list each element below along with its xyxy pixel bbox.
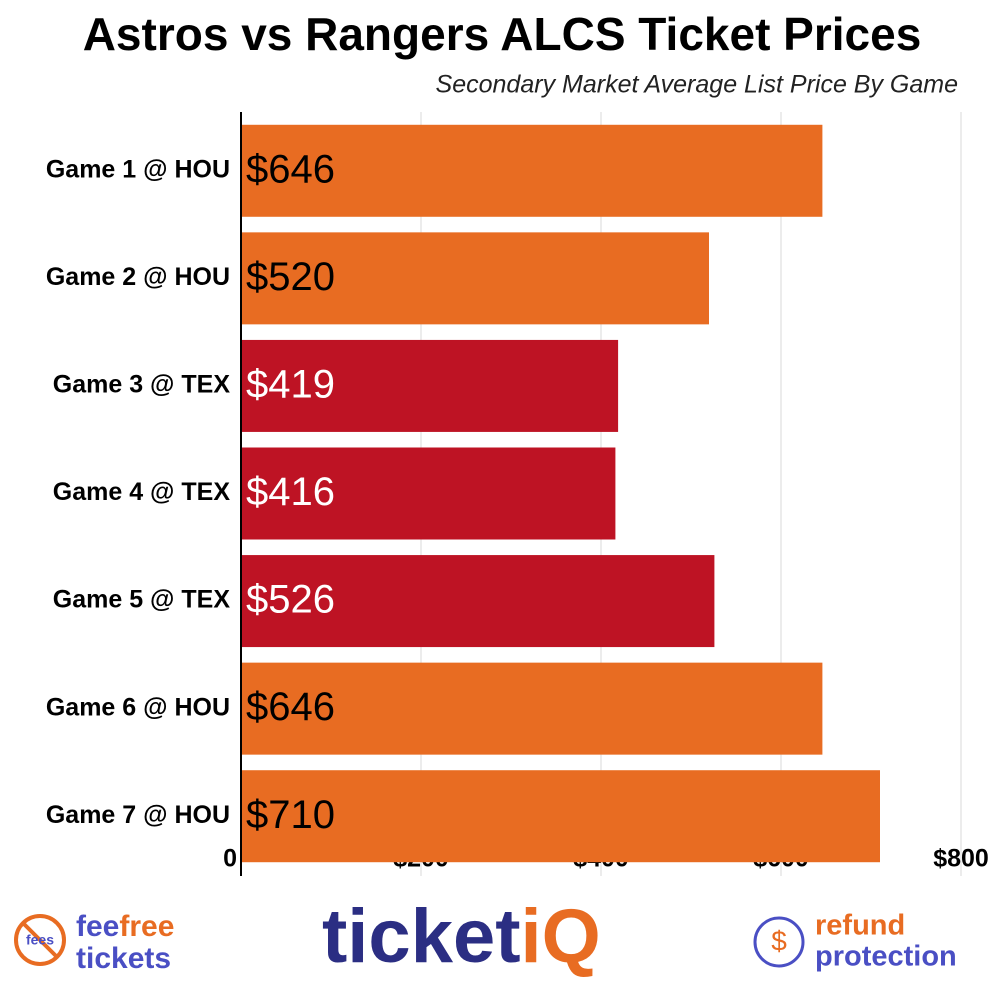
value-label: $526 <box>246 578 335 622</box>
bar <box>241 339 619 432</box>
ticketiq-logo: ticketiQ <box>322 894 601 979</box>
y-tick-label: Game 6 @ HOU <box>46 693 230 721</box>
x-tick-label: 0 <box>223 845 237 873</box>
y-tick-label: Game 4 @ TEX <box>53 478 231 506</box>
ticketiq-name: ticketiQ <box>322 894 601 979</box>
protection-word: protection <box>815 941 957 973</box>
refund-word: refund <box>815 910 905 942</box>
x-tick-label: $800 <box>933 845 989 873</box>
feefree-logo: fees feefree tickets <box>14 910 174 975</box>
value-label: $710 <box>246 793 335 837</box>
value-label: $520 <box>246 255 335 299</box>
ticketiq-ticket: ticket <box>322 894 521 979</box>
feefree-badge: fees <box>26 932 54 948</box>
feefree-free: free <box>119 910 174 943</box>
refund-logo: $ refund protection <box>753 910 957 973</box>
value-label: $419 <box>246 362 335 406</box>
refund-icon-symbol: $ <box>771 925 787 956</box>
chart-subtitle: Secondary Market Average List Price By G… <box>436 71 958 99</box>
value-label: $646 <box>246 685 335 729</box>
bar <box>241 770 880 863</box>
y-tick-label: Game 2 @ HOU <box>46 263 230 291</box>
bar <box>241 555 715 648</box>
ticketiq-iq: iQ <box>521 894 601 979</box>
y-tick-label: Game 5 @ TEX <box>53 586 231 614</box>
bar <box>241 232 709 325</box>
bar <box>241 124 823 217</box>
y-tick-label: Game 1 @ HOU <box>46 155 230 183</box>
chart-title: Astros vs Rangers ALCS Ticket Prices <box>83 8 922 60</box>
bar <box>241 662 823 755</box>
bar <box>241 447 616 540</box>
y-tick-label: Game 7 @ HOU <box>46 801 230 829</box>
feefree-icon-slash <box>21 921 59 959</box>
value-label: $646 <box>246 147 335 191</box>
value-label: $416 <box>246 470 335 514</box>
feefree-icon <box>14 914 66 966</box>
y-tick-label: Game 3 @ TEX <box>53 371 231 399</box>
feefree-fee: fee <box>76 910 119 943</box>
feefree-tickets: tickets <box>76 942 171 975</box>
refund-icon <box>753 916 805 968</box>
feefree-name: feefree <box>76 910 174 943</box>
